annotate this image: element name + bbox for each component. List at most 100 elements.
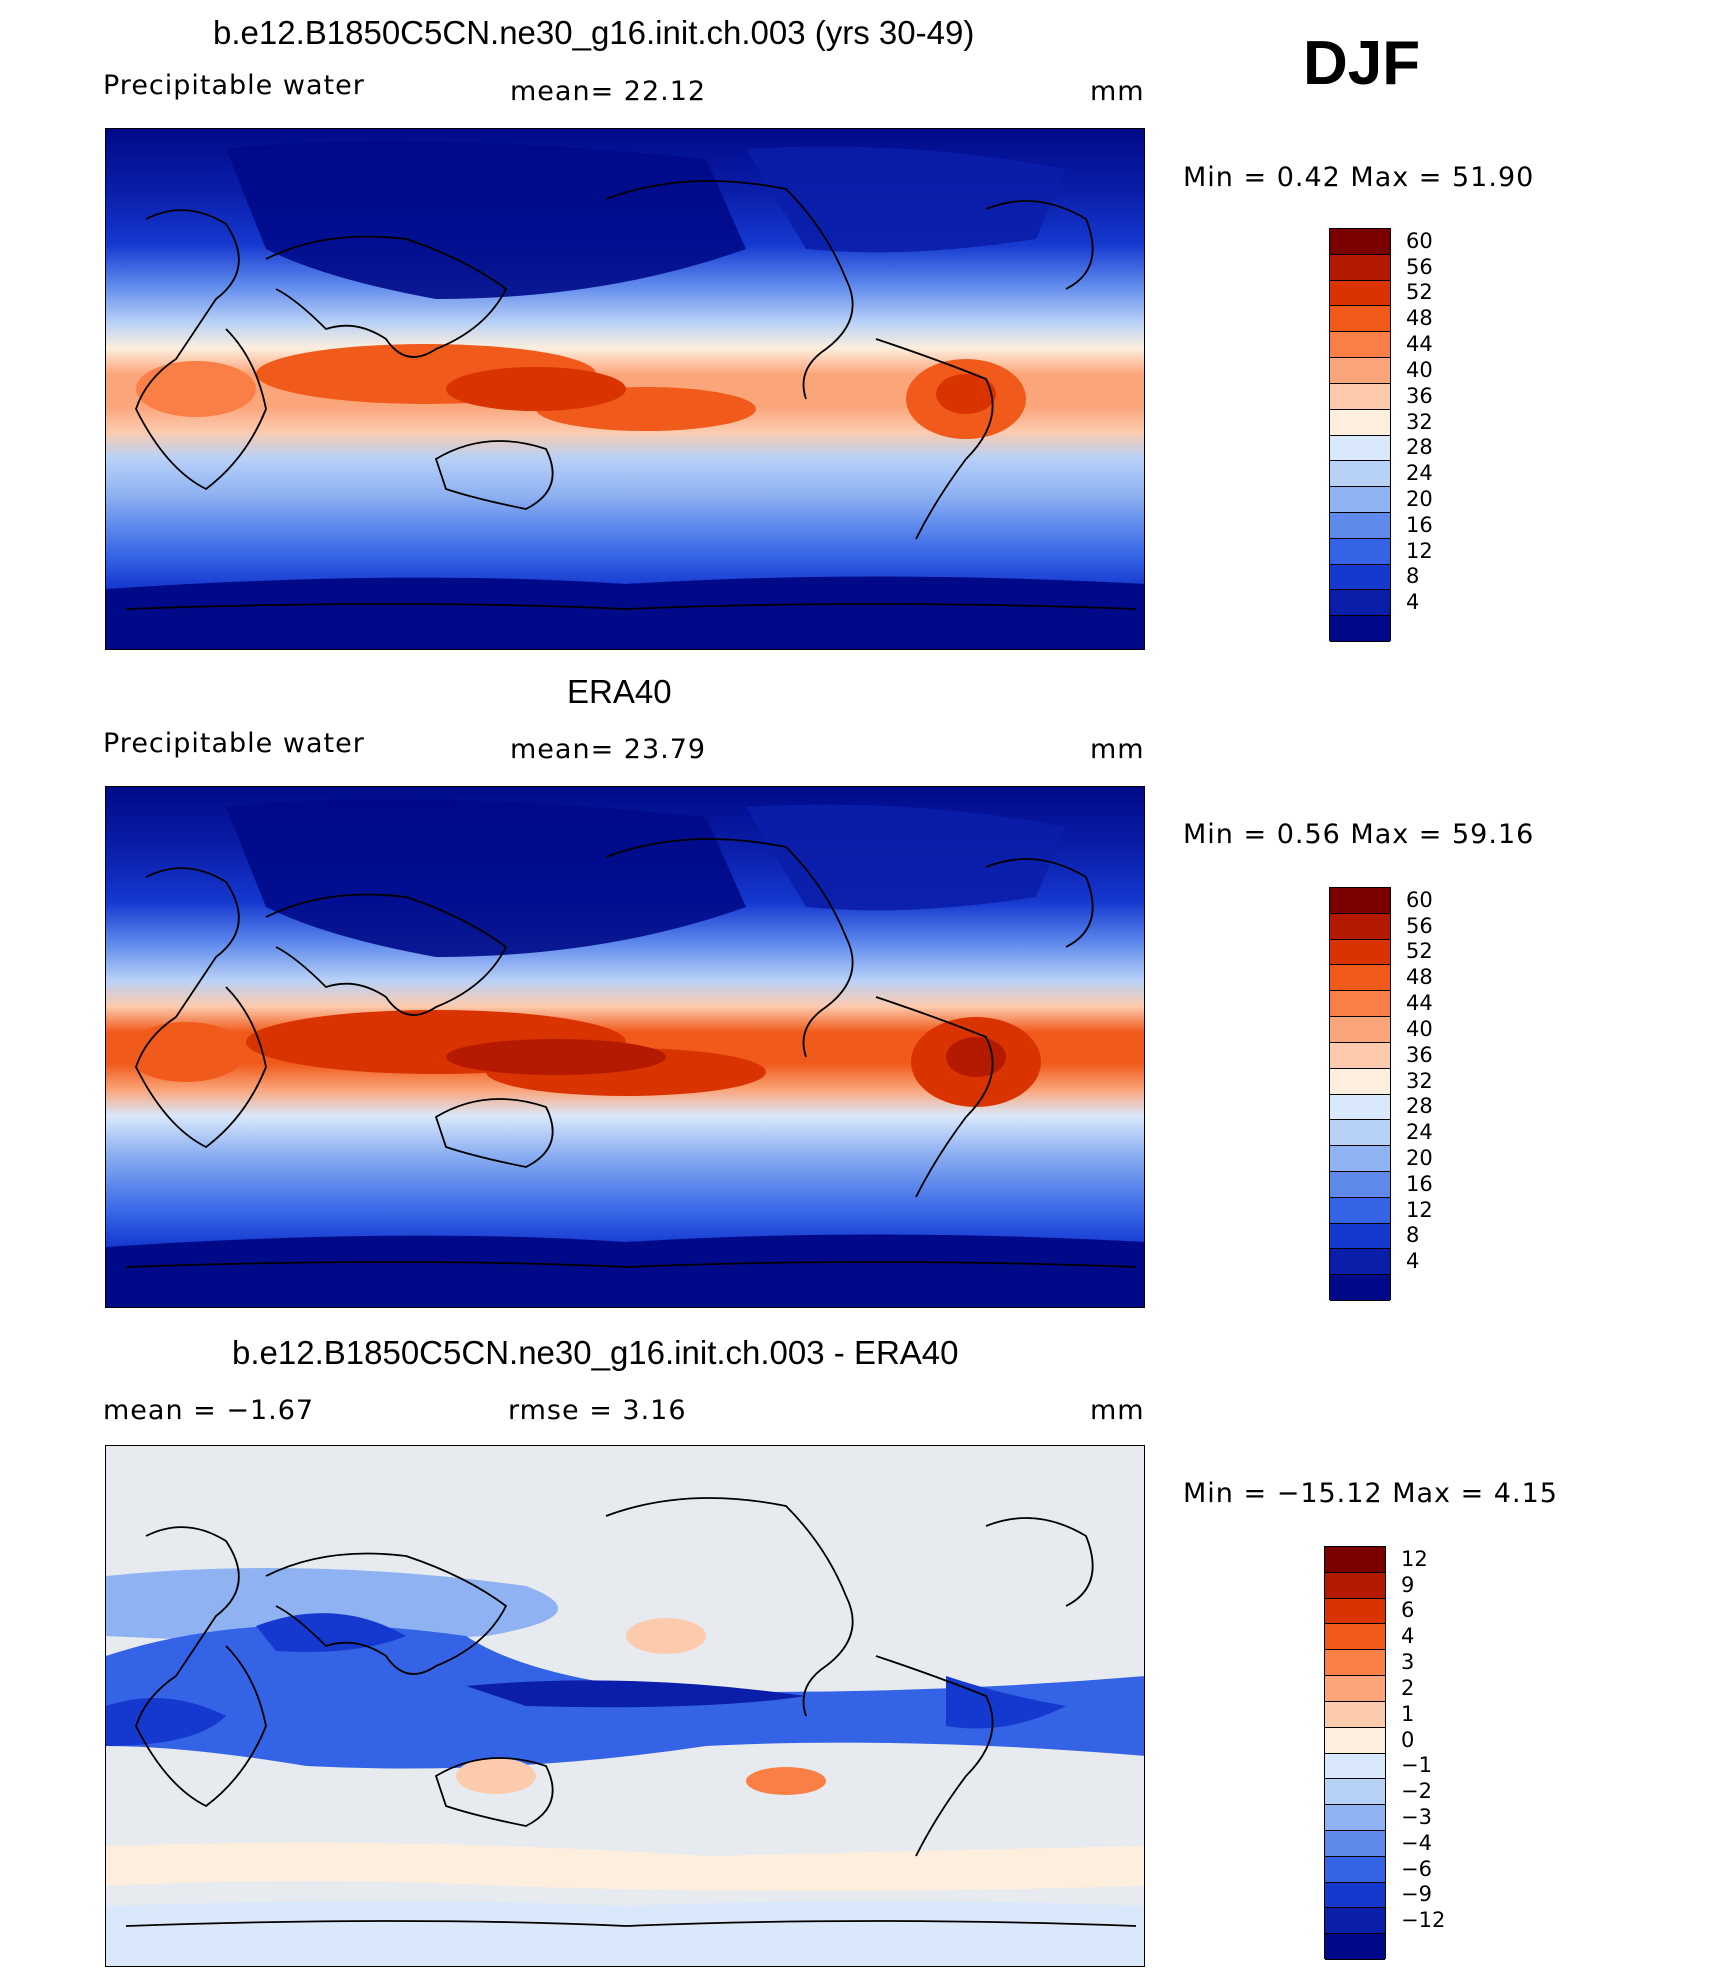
colorbar-swatch xyxy=(1330,1068,1390,1095)
colorbar-swatch xyxy=(1325,1805,1385,1831)
panel-3-units-label: mm xyxy=(1090,1395,1145,1426)
colorbar-swatch xyxy=(1330,965,1390,992)
colorbar-tick-label: −4 xyxy=(1401,1830,1432,1855)
panel-2-colorbar xyxy=(1329,887,1391,1301)
colorbar-swatch xyxy=(1325,1856,1385,1883)
colorbar-tick-label: 12 xyxy=(1406,538,1433,563)
colorbar-tick-label: 3 xyxy=(1401,1650,1415,1675)
panel-2-minmax-label: Min = 0.56 Max = 59.16 xyxy=(1183,819,1535,850)
colorbar-tick-label: 52 xyxy=(1406,939,1433,964)
colorbar-swatch xyxy=(1330,913,1390,940)
colorbar-tick-label: 40 xyxy=(1406,1016,1433,1041)
colorbar-tick-label: 48 xyxy=(1406,965,1433,990)
panel-2-map xyxy=(105,786,1145,1308)
colorbar-swatch xyxy=(1330,254,1390,281)
colorbar-swatch xyxy=(1330,538,1390,565)
colorbar-swatch xyxy=(1330,280,1390,307)
colorbar-tick-label: −3 xyxy=(1401,1804,1432,1829)
colorbar-tick-label: −1 xyxy=(1401,1753,1432,1778)
panel-2-title: ERA40 xyxy=(567,673,672,710)
colorbar-tick-label: 4 xyxy=(1406,1249,1420,1274)
colorbar-tick-label: 36 xyxy=(1406,1042,1433,1067)
panel-2-units-label: mm xyxy=(1090,734,1145,765)
colorbar-swatch xyxy=(1330,435,1390,462)
panel-3-title: b.e12.B1850C5CN.ne30_g16.init.ch.003 - E… xyxy=(232,1334,959,1371)
colorbar-swatch xyxy=(1330,332,1390,359)
colorbar-tick-label: −9 xyxy=(1401,1882,1432,1907)
panel-2-map-svg xyxy=(106,787,1144,1307)
colorbar-tick-label: 12 xyxy=(1406,1197,1433,1222)
colorbar-swatch xyxy=(1325,1753,1385,1780)
panel-3-rmse-label: rmse = 3.16 xyxy=(508,1395,687,1426)
colorbar-tick-label: 1 xyxy=(1401,1701,1415,1726)
colorbar-swatch xyxy=(1325,1650,1385,1677)
colorbar-tick-label: 48 xyxy=(1406,306,1433,331)
colorbar-swatch xyxy=(1325,1779,1385,1806)
colorbar-swatch xyxy=(1330,1223,1390,1250)
colorbar-tick-label: −6 xyxy=(1401,1856,1432,1881)
colorbar-tick-label: 32 xyxy=(1406,409,1433,434)
colorbar-tick-label: 44 xyxy=(1406,991,1433,1016)
colorbar-tick-label: 36 xyxy=(1406,383,1433,408)
colorbar-swatch xyxy=(1330,991,1390,1018)
colorbar-swatch xyxy=(1325,1547,1385,1573)
colorbar-tick-label: 4 xyxy=(1406,590,1420,615)
colorbar-swatch xyxy=(1325,1701,1385,1728)
colorbar-tick-label: 52 xyxy=(1406,280,1433,305)
colorbar-tick-label: −12 xyxy=(1401,1908,1446,1933)
colorbar-swatch xyxy=(1330,383,1390,410)
colorbar-tick-label: 0 xyxy=(1401,1727,1415,1752)
colorbar-tick-label: 20 xyxy=(1406,1145,1433,1170)
panel-1-units-label: mm xyxy=(1090,76,1145,107)
colorbar-swatch xyxy=(1330,1146,1390,1172)
colorbar-swatch xyxy=(1330,1042,1390,1069)
colorbar-swatch xyxy=(1330,616,1390,642)
panel-1-map-svg xyxy=(106,129,1144,649)
colorbar-swatch xyxy=(1325,1934,1385,1960)
colorbar-swatch xyxy=(1330,1275,1390,1301)
colorbar-swatch xyxy=(1330,229,1390,255)
colorbar-tick-label: −2 xyxy=(1401,1779,1432,1804)
colorbar-tick-label: 4 xyxy=(1401,1624,1415,1649)
colorbar-tick-label: 8 xyxy=(1406,1223,1420,1248)
colorbar-swatch xyxy=(1325,1908,1385,1935)
colorbar-swatch xyxy=(1325,1676,1385,1702)
colorbar-swatch xyxy=(1330,564,1390,591)
colorbar-tick-label: 2 xyxy=(1401,1675,1415,1700)
colorbar-swatch xyxy=(1325,1598,1385,1625)
panel-1-colorbar xyxy=(1329,228,1391,642)
colorbar-tick-label: 6 xyxy=(1401,1598,1415,1623)
colorbar-tick-label: 16 xyxy=(1406,512,1433,537)
colorbar-tick-label: 9 xyxy=(1401,1572,1415,1597)
panel-3-mean-label: mean = −1.67 xyxy=(103,1395,315,1426)
colorbar-swatch xyxy=(1330,461,1390,488)
colorbar-tick-label: 60 xyxy=(1406,228,1433,253)
colorbar-swatch xyxy=(1330,358,1390,384)
colorbar-tick-label: 28 xyxy=(1406,435,1433,460)
panel-1-map xyxy=(105,128,1145,650)
colorbar-swatch xyxy=(1325,1572,1385,1599)
colorbar-swatch xyxy=(1330,1171,1390,1198)
panel-3-colorbar xyxy=(1324,1546,1386,1960)
colorbar-swatch xyxy=(1330,888,1390,914)
colorbar-tick-label: 28 xyxy=(1406,1094,1433,1119)
panel-2-variable-label: Precipitable water xyxy=(103,728,365,759)
colorbar-tick-label: 8 xyxy=(1406,564,1420,589)
panel-3-map-svg xyxy=(106,1446,1144,1966)
colorbar-tick-label: 24 xyxy=(1406,461,1433,486)
colorbar-swatch xyxy=(1330,1120,1390,1147)
panel-3-minmax-label: Min = −15.12 Max = 4.15 xyxy=(1183,1478,1558,1509)
colorbar-tick-label: 56 xyxy=(1406,254,1433,279)
colorbar-tick-label: 20 xyxy=(1406,486,1433,511)
panel-1-minmax-label: Min = 0.42 Max = 51.90 xyxy=(1183,162,1535,193)
colorbar-tick-label: 32 xyxy=(1406,1068,1433,1093)
colorbar-swatch xyxy=(1330,306,1390,333)
colorbar-swatch xyxy=(1325,1727,1385,1754)
colorbar-tick-label: 60 xyxy=(1406,887,1433,912)
colorbar-swatch xyxy=(1325,1830,1385,1857)
panel-1-title: b.e12.B1850C5CN.ne30_g16.init.ch.003 (yr… xyxy=(213,14,975,51)
panel-1-variable-label: Precipitable water xyxy=(103,70,365,101)
panel-1-mean-label: mean= 22.12 xyxy=(510,76,707,107)
colorbar-swatch xyxy=(1330,487,1390,513)
colorbar-tick-label: 16 xyxy=(1406,1171,1433,1196)
